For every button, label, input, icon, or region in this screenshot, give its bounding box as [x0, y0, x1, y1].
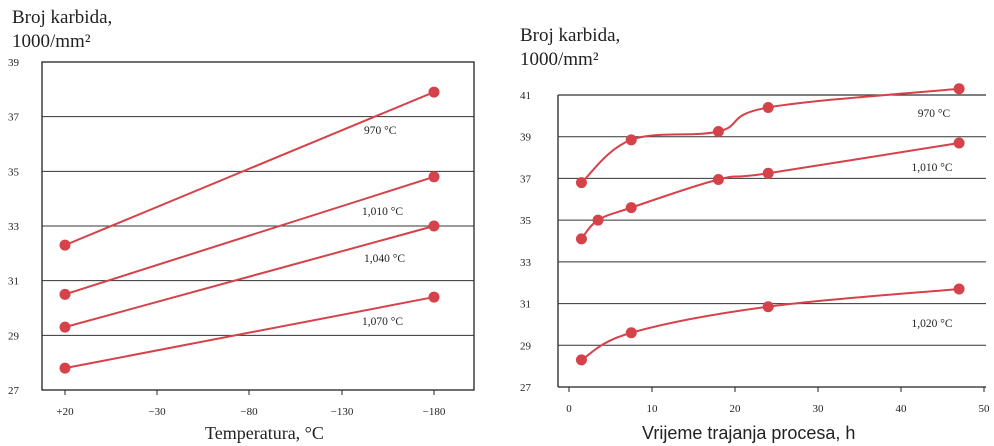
- left-y-tick-label: 29: [8, 330, 20, 342]
- left-series-line: [64, 91, 435, 247]
- left-series-line: [64, 175, 435, 296]
- left-x-axis-label: Temperatura, °C: [205, 423, 324, 443]
- right-series-line: [580, 87, 960, 184]
- right-y-tick-label: 35: [520, 215, 532, 227]
- left-series-label: 970 °C: [364, 125, 397, 137]
- left-y-tick-label: 39: [8, 57, 20, 69]
- right-x-axis-label: Vrijeme trajanja procesa, h: [642, 423, 856, 443]
- left-series-label: 1,010 °C: [362, 206, 403, 218]
- right-y-axis-label-line2: 1000/mm²: [520, 49, 599, 70]
- right-x-tick-label: 0: [566, 403, 572, 415]
- left-series-label: 1,040 °C: [364, 253, 405, 265]
- right-y-tick-label: 33: [520, 257, 532, 269]
- left-series-line: [64, 296, 435, 370]
- left-y-tick-label: 37: [8, 112, 20, 124]
- right-y-tick-label: 37: [520, 173, 532, 185]
- right-chart-plot: 27 29 31 33 35 37 39 41 0 10 20 30 40 50 970 °C 1,010 °…: [520, 83, 991, 415]
- left-data-point: [428, 220, 440, 232]
- right-y-tick-label: 41: [520, 90, 531, 102]
- left-data-point: [428, 291, 440, 303]
- right-series-line: [580, 287, 960, 361]
- left-x-tick-label: −80: [240, 406, 258, 418]
- left-chart-plot: 27 29 31 33 35 37 39 +20 −30 −80 −130 −180 970 °C 1,0…: [8, 57, 475, 418]
- right-data-point: [575, 354, 587, 366]
- right-data-point: [625, 327, 637, 339]
- left-data-point: [59, 288, 71, 300]
- right-data-point: [953, 137, 965, 149]
- right-data-point: [953, 83, 965, 95]
- right-data-point: [575, 177, 587, 189]
- left-data-point: [428, 86, 440, 98]
- right-chart: Broj karbida, 1000/mm² 27 29 31 33 35 37 39 41 0…: [500, 0, 994, 446]
- right-x-tick-label: 50: [979, 403, 991, 415]
- right-y-axis-label: Broj karbida, 1000/mm²: [520, 24, 620, 72]
- right-data-point: [712, 126, 724, 137]
- right-data-point: [625, 202, 637, 214]
- left-y-axis-label: Broj karbida, 1000/mm²: [12, 6, 112, 54]
- left-y-tick-label: 31: [8, 276, 19, 288]
- left-chart: Broj karbida, 1000/mm² 27 29 31 33 35 37 39 +20…: [0, 0, 490, 446]
- right-data-point: [762, 167, 774, 179]
- right-data-point: [762, 102, 774, 114]
- right-data-point: [625, 134, 637, 146]
- right-x-tick-label: 30: [813, 403, 825, 415]
- right-y-tick-label: 31: [520, 299, 531, 311]
- left-x-tick-label: +20: [56, 406, 74, 418]
- left-x-tick-label: −30: [148, 406, 166, 418]
- left-y-tick-label: 35: [8, 166, 20, 178]
- left-series-line: [64, 225, 435, 329]
- right-x-tick-label: 20: [730, 403, 742, 415]
- right-series-label: 1,010 °C: [911, 162, 952, 174]
- right-y-axis-label-line1: Broj karbida,: [520, 25, 621, 46]
- right-y-tick-label: 27: [520, 382, 532, 394]
- right-y-tick-label: 39: [520, 132, 532, 144]
- left-series-label: 1,070 °C: [362, 316, 403, 328]
- left-y-axis-label-line1: Broj karbida,: [12, 7, 113, 28]
- right-series-line: [580, 141, 960, 240]
- right-series-label: 1,020 °C: [911, 318, 952, 330]
- right-y-tick-label: 29: [520, 340, 532, 352]
- left-y-tick-label: 33: [8, 221, 20, 233]
- right-series-label: 970 °C: [918, 108, 951, 120]
- right-data-point: [953, 283, 965, 295]
- right-x-tick-label: 40: [896, 403, 908, 415]
- left-y-tick-label: 27: [8, 385, 20, 397]
- left-y-axis-label-line2: 1000/mm²: [12, 31, 91, 52]
- left-data-point: [428, 171, 440, 183]
- left-data-point: [59, 321, 71, 333]
- left-x-tick-label: −130: [331, 406, 354, 418]
- left-x-tick-label: −180: [423, 406, 446, 418]
- right-data-point: [762, 301, 774, 313]
- left-data-point: [59, 362, 71, 374]
- right-data-point: [575, 233, 587, 245]
- right-x-tick-label: 10: [647, 403, 659, 415]
- right-data-point: [592, 214, 604, 226]
- right-data-point: [712, 173, 724, 185]
- left-data-point: [59, 239, 71, 251]
